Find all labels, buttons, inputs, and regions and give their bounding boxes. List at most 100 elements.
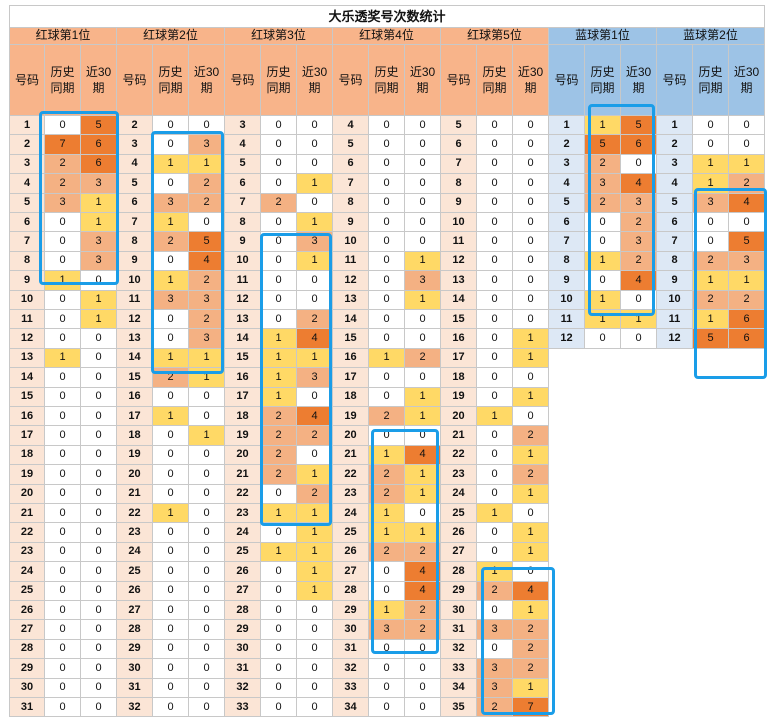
ball-number-cell: 17 <box>9 426 45 446</box>
history-count-cell: 0 <box>45 678 81 698</box>
recent30-count-cell: 2 <box>513 659 549 679</box>
history-count-cell: 0 <box>369 581 405 601</box>
recent30-count-cell: 0 <box>513 504 549 524</box>
ball-number-cell: 15 <box>117 368 153 388</box>
history-count-cell: 0 <box>369 310 405 330</box>
history-count-cell: 0 <box>45 232 81 252</box>
history-count-cell: 2 <box>693 290 729 310</box>
ball-number-cell: 5 <box>441 116 477 136</box>
ball-number-cell: 28 <box>9 639 45 660</box>
ball-number-cell: 29 <box>225 620 261 640</box>
ball-number-cell: 13 <box>9 348 45 369</box>
history-count-cell: 0 <box>477 348 513 369</box>
recent30-count-cell: 0 <box>81 329 117 349</box>
history-count-cell: 2 <box>153 232 189 252</box>
recent30-count-cell: 0 <box>513 232 549 252</box>
ball-number-cell: 5 <box>225 154 261 175</box>
ball-number-cell: 6 <box>441 135 477 155</box>
history-count-cell: 2 <box>45 174 81 194</box>
history-count-cell: 0 <box>45 213 81 233</box>
ball-number-cell: 33 <box>441 659 477 679</box>
ball-number-cell: 11 <box>657 310 693 330</box>
recent30-count-cell: 0 <box>297 445 333 466</box>
recent30-count-cell: 1 <box>513 329 549 349</box>
ball-number-cell: 4 <box>117 154 153 175</box>
history-count-cell: 0 <box>261 174 297 194</box>
history-count-cell: 0 <box>369 426 405 446</box>
history-count-cell: 2 <box>477 698 513 718</box>
recent30-count-cell: 1 <box>513 601 549 621</box>
column-header: 近30 期 <box>405 45 441 116</box>
ball-number-cell: 27 <box>333 562 369 582</box>
history-count-cell: 0 <box>477 174 513 194</box>
recent30-count-cell: 3 <box>621 193 657 213</box>
recent30-count-cell: 0 <box>189 504 225 524</box>
history-count-cell: 0 <box>153 445 189 466</box>
history-count-cell: 1 <box>153 407 189 427</box>
history-count-cell: 0 <box>45 523 81 543</box>
recent30-count-cell: 0 <box>513 407 549 427</box>
history-count-cell: 0 <box>585 271 621 291</box>
history-count-cell: 1 <box>369 601 405 621</box>
recent30-count-cell: 0 <box>405 368 441 388</box>
recent30-count-cell: 1 <box>297 348 333 369</box>
history-count-cell: 0 <box>477 523 513 543</box>
history-count-cell: 0 <box>369 562 405 582</box>
history-count-cell: 0 <box>153 174 189 194</box>
history-count-cell: 0 <box>261 290 297 310</box>
ball-number-cell: 7 <box>9 232 45 252</box>
history-count-cell: 1 <box>153 348 189 369</box>
history-count-cell: 0 <box>585 329 621 349</box>
recent30-count-cell: 0 <box>189 601 225 621</box>
column-header: 号码 <box>333 45 369 116</box>
history-count-cell: 2 <box>261 445 297 466</box>
ball-number-cell: 11 <box>117 290 153 310</box>
history-count-cell: 2 <box>693 251 729 272</box>
recent30-count-cell: 1 <box>513 523 549 543</box>
history-count-cell: 0 <box>477 542 513 563</box>
recent30-count-cell: 1 <box>297 581 333 601</box>
history-count-cell: 0 <box>477 639 513 660</box>
history-count-cell: 0 <box>261 310 297 330</box>
history-count-cell: 0 <box>369 232 405 252</box>
history-count-cell: 0 <box>261 581 297 601</box>
recent30-count-cell: 0 <box>513 193 549 213</box>
history-count-cell: 0 <box>261 659 297 679</box>
recent30-count-cell: 0 <box>81 601 117 621</box>
column-header: 号码 <box>441 45 477 116</box>
ball-number-cell: 9 <box>9 271 45 291</box>
ball-number-cell: 15 <box>9 387 45 407</box>
ball-number-cell: 15 <box>333 329 369 349</box>
history-count-cell: 1 <box>693 310 729 330</box>
ball-number-cell: 26 <box>117 581 153 601</box>
history-count-cell: 0 <box>45 368 81 388</box>
column-header: 历史 同期 <box>261 45 297 116</box>
recent30-count-cell: 0 <box>405 135 441 155</box>
ball-number-cell: 6 <box>9 213 45 233</box>
ball-number-cell: 14 <box>9 368 45 388</box>
ball-number-cell: 5 <box>333 135 369 155</box>
recent30-count-cell: 3 <box>81 251 117 272</box>
ball-number-cell: 24 <box>333 504 369 524</box>
history-count-cell: 0 <box>477 601 513 621</box>
recent30-count-cell: 0 <box>189 562 225 582</box>
ball-number-cell: 19 <box>9 465 45 485</box>
ball-number-cell: 5 <box>117 174 153 194</box>
ball-number-cell: 13 <box>333 290 369 310</box>
recent30-count-cell: 3 <box>189 329 225 349</box>
history-count-cell: 0 <box>477 154 513 175</box>
recent30-count-cell: 1 <box>513 445 549 466</box>
history-count-cell: 1 <box>369 348 405 369</box>
history-count-cell: 0 <box>369 213 405 233</box>
recent30-count-cell: 4 <box>405 562 441 582</box>
history-count-cell: 1 <box>585 251 621 272</box>
ball-number-cell: 26 <box>333 542 369 563</box>
recent30-count-cell: 0 <box>81 368 117 388</box>
ball-number-cell: 6 <box>117 193 153 213</box>
recent30-count-cell: 0 <box>81 504 117 524</box>
recent30-count-cell: 0 <box>189 445 225 466</box>
history-count-cell: 2 <box>585 154 621 175</box>
history-count-cell: 0 <box>45 465 81 485</box>
history-count-cell: 0 <box>153 251 189 272</box>
column-header: 号码 <box>549 45 585 116</box>
